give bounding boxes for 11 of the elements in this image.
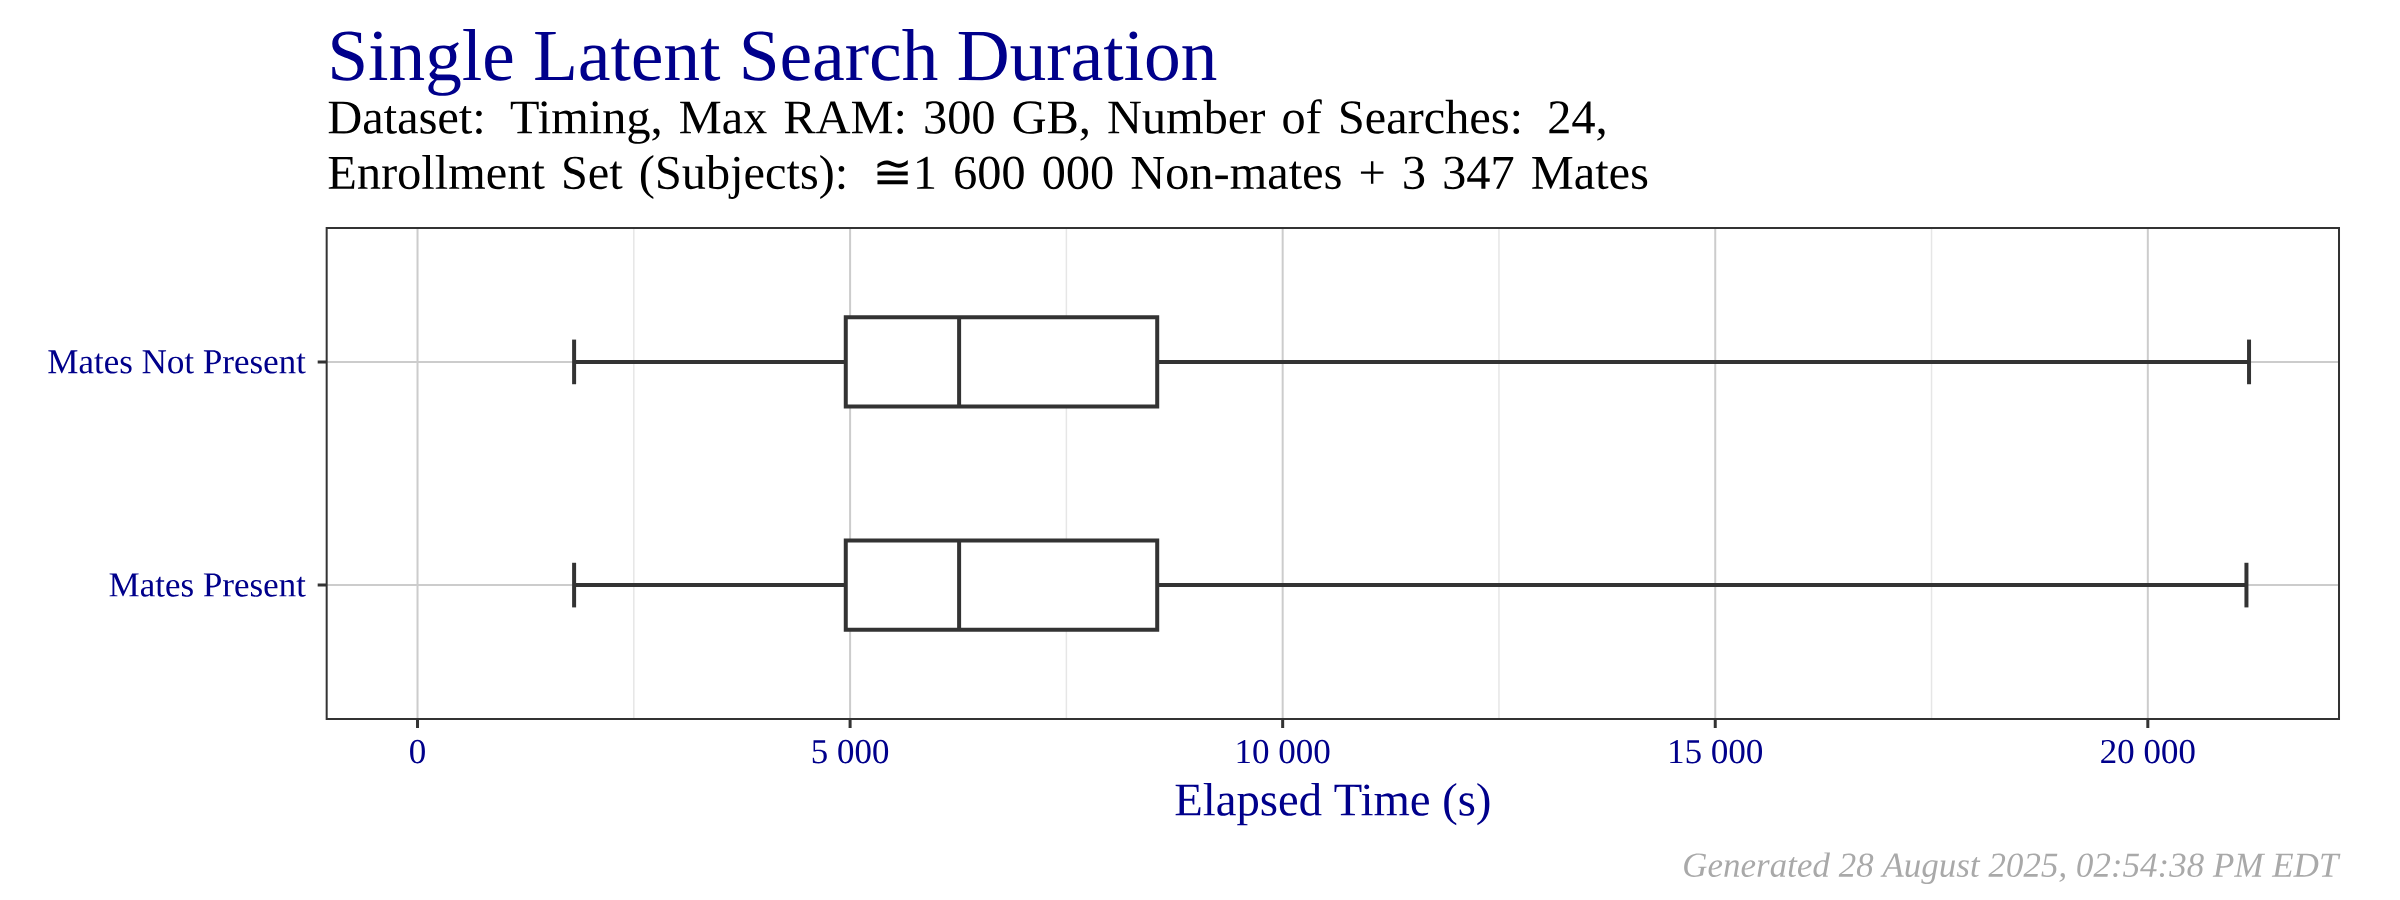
text: Generated 28 August 2025, 02:54:38 PM EDT (1684, 852, 2341, 885)
x-tick-label: 20 000 (2101, 739, 2195, 764)
y-tick-label: Mates Not Present (48, 350, 306, 374)
x-tick-label: 10 000 (1237, 739, 1330, 764)
x-tick-label: 15 000 (1670, 739, 1763, 764)
y-tick-label: Mates Present (109, 573, 306, 597)
x-tick-label: 5 000 (812, 739, 889, 764)
x-tick-label: 0 (410, 739, 425, 764)
chart-subtitle: Dataset: Timing, Max RAM: 300 GB, Number of Searches: 24, Enrollment Set (Subjects): ≅1 600 000 Non-mates + 3 347 Mates (328, 99, 1648, 199)
x-axis-title: Elapsed Time (s) (1175, 782, 1490, 826)
chart-title: Single Latent Search Duration (332, 29, 1217, 96)
